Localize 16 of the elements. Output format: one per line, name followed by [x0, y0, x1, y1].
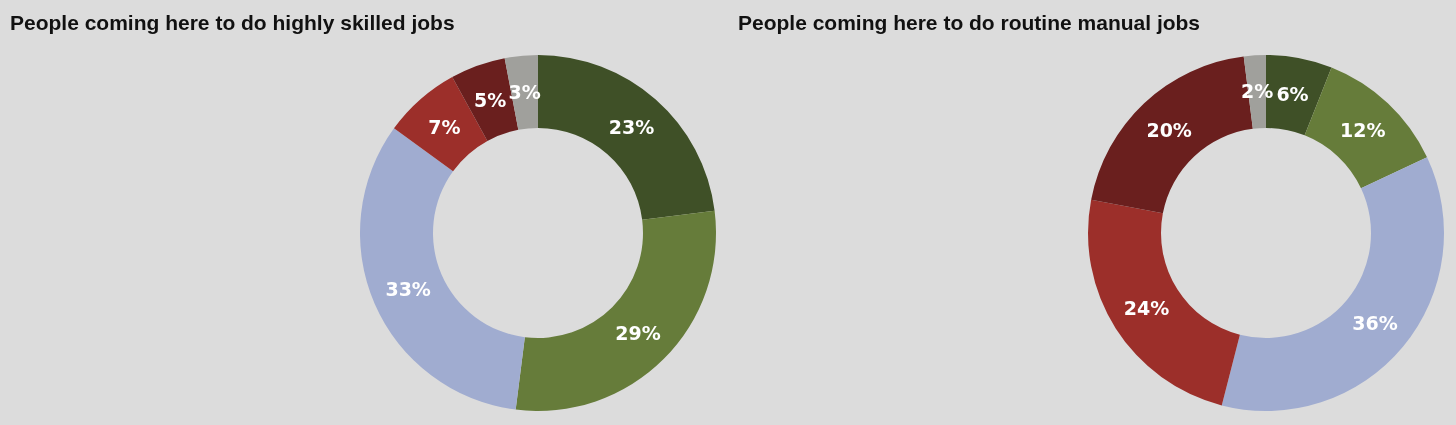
- chart-title: People coming here to do routine manual jobs: [738, 11, 1201, 34]
- data-label: 7%: [428, 115, 461, 138]
- data-label: 12%: [1340, 118, 1386, 141]
- data-label: 6%: [1276, 82, 1309, 105]
- data-label: 20%: [1146, 118, 1192, 141]
- data-label: 23%: [608, 115, 655, 138]
- donut-slice: [1088, 199, 1240, 406]
- donut-slice: [538, 55, 715, 220]
- data-label: 24%: [1123, 297, 1170, 320]
- data-label: 33%: [385, 277, 431, 300]
- data-label: 29%: [615, 321, 661, 344]
- data-label: 36%: [1352, 311, 1398, 334]
- donut-slice: [515, 210, 716, 411]
- chart-title: People coming here to do highly skilled jobs: [10, 11, 455, 34]
- data-label: 5%: [473, 88, 507, 111]
- donut-slice: [1221, 157, 1444, 411]
